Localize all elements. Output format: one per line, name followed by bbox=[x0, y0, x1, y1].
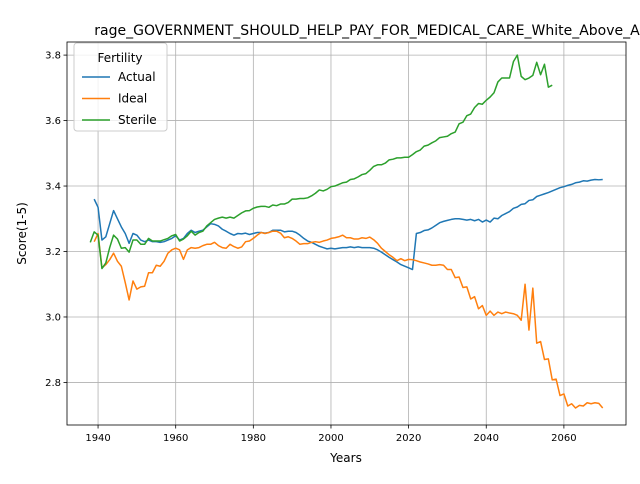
legend-label-sterile: Sterile bbox=[118, 113, 157, 127]
axes: 1940 1960 1980 2000 2020 2040 2060 2.8 3.0 3.2 3.4… bbox=[45, 51, 577, 444]
x-tick-label: 2060 bbox=[551, 433, 576, 444]
series-line-ideal bbox=[93, 230, 604, 409]
chart-title: rage_GOVERNMENT_SHOULD_HELP_PAY_FOR_MEDI… bbox=[94, 23, 640, 39]
y-tick-label: 3.4 bbox=[45, 182, 61, 193]
series-line-sterile bbox=[89, 54, 553, 270]
series-line-actual bbox=[93, 178, 603, 271]
x-axis-label: Years bbox=[329, 451, 362, 465]
x-tick-label: 1960 bbox=[163, 433, 188, 444]
x-tick-label: 1940 bbox=[85, 433, 110, 444]
legend-label-actual: Actual bbox=[118, 70, 156, 84]
y-tick-label: 3.2 bbox=[45, 247, 61, 258]
legend-label-ideal: Ideal bbox=[118, 92, 147, 106]
y-tick-label: 3.0 bbox=[45, 312, 61, 323]
y-tick-label: 2.8 bbox=[45, 378, 61, 389]
x-tick-label: 1980 bbox=[241, 433, 266, 444]
series-lines bbox=[89, 54, 604, 409]
y-axis-label: Score(1-5) bbox=[15, 202, 29, 265]
legend: Fertility Actual Ideal Sterile bbox=[73, 42, 168, 132]
x-tick-label: 2000 bbox=[318, 433, 343, 444]
x-tick-label: 2040 bbox=[474, 433, 499, 444]
legend-title: Fertility bbox=[97, 51, 142, 65]
y-tick-label: 3.6 bbox=[45, 116, 61, 127]
x-tick-label: 2020 bbox=[396, 433, 421, 444]
plot-area-frame bbox=[66, 41, 627, 426]
legend-box bbox=[73, 42, 168, 132]
y-tick-label: 3.8 bbox=[45, 51, 61, 62]
